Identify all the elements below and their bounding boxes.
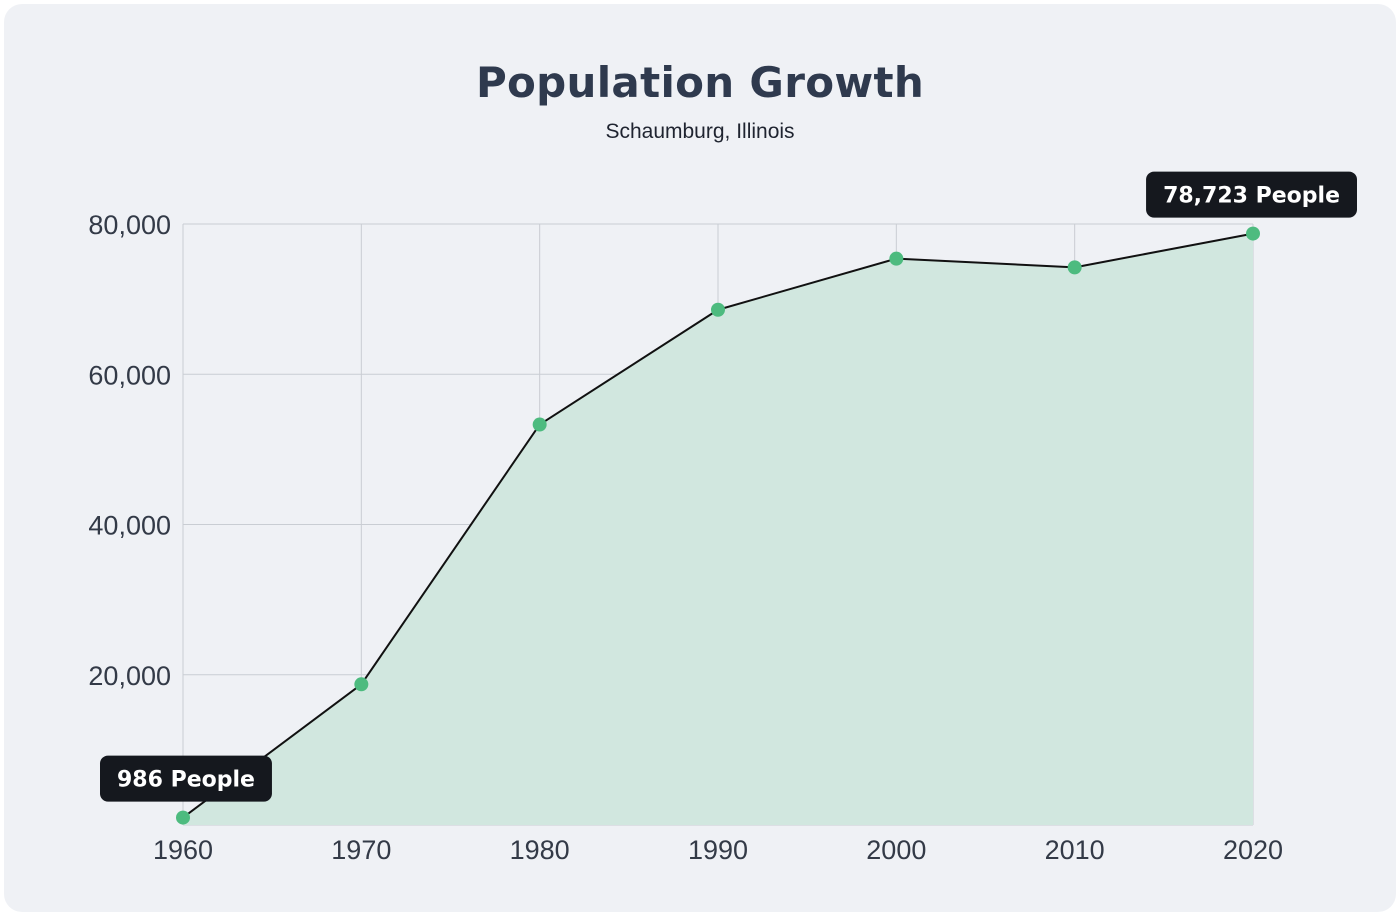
callout-box [1146, 171, 1357, 218]
y-tick-label: 20,000 [88, 661, 171, 691]
chart-title: Population Growth [475, 58, 925, 107]
y-tick-label: 80,000 [88, 210, 171, 240]
x-tick-label: 1960 [153, 835, 213, 865]
data-point[interactable] [354, 677, 369, 692]
callout: 986 People [100, 755, 272, 802]
chart-subtitle: Schaumburg, Illinois [605, 120, 795, 143]
y-tick-label: 60,000 [88, 360, 171, 390]
axis-labels: 1960 1970 1980 1990 2000 2010 2020 20,000 40,000… [88, 210, 1283, 865]
callout: 78,723 People [1146, 171, 1357, 218]
data-point[interactable] [1246, 226, 1260, 241]
x-tick-label: 2000 [866, 835, 926, 865]
data-point[interactable] [532, 417, 547, 432]
callout-box [100, 755, 272, 802]
callout-label: 78,723 People [1163, 184, 1340, 209]
y-tick-label: 40,000 [88, 511, 171, 541]
x-tick-label: 1990 [688, 835, 748, 865]
area-layer [182, 232, 1254, 826]
area-fill [183, 233, 1253, 826]
data-point[interactable] [711, 302, 725, 317]
data-point[interactable] [1067, 260, 1082, 275]
x-tick-label: 2020 [1223, 835, 1283, 865]
x-tick-label: 2010 [1045, 835, 1105, 865]
data-point[interactable] [889, 251, 904, 266]
callouts: 986 People 78,723 People [100, 171, 1357, 802]
data-markers [176, 226, 1260, 825]
x-tick-label: 1980 [510, 835, 570, 865]
data-point[interactable] [176, 810, 190, 825]
x-tick-label: 1970 [331, 835, 391, 865]
callout-label: 986 People [117, 768, 255, 793]
